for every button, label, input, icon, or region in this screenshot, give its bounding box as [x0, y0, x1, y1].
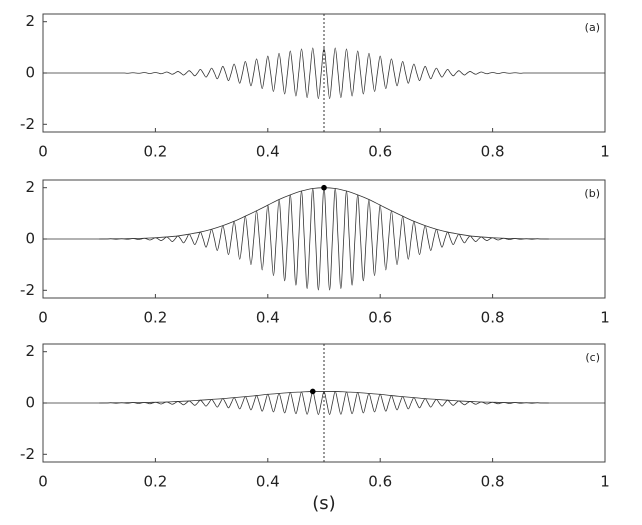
x-tick-label: 0.2: [143, 309, 167, 327]
x-tick-label: 0.8: [481, 143, 505, 161]
x-tick-label: 0.8: [481, 473, 505, 491]
x-tick-label: 0.2: [143, 473, 167, 491]
x-tick-label: 0.8: [481, 309, 505, 327]
x-tick-label: 1: [600, 473, 610, 491]
x-tick-label: 0: [38, 473, 48, 491]
x-tick-label: 0.4: [256, 473, 280, 491]
x-tick-label: 0.6: [368, 309, 392, 327]
envelope-line: [99, 187, 549, 240]
y-tick-label: 2: [25, 178, 35, 196]
x-tick-label: 1: [600, 143, 610, 161]
y-tick-label: -2: [20, 445, 35, 463]
marker-dot: [309, 388, 316, 395]
x-tick-label: 0: [38, 143, 48, 161]
x-tick-label: 0.4: [256, 309, 280, 327]
panel-label: (a): [585, 21, 600, 34]
x-tick-label: 0.2: [143, 143, 167, 161]
y-tick-label: -2: [20, 115, 35, 133]
y-tick-label: 0: [25, 64, 35, 82]
panel-label: (c): [585, 351, 600, 364]
y-tick-label: 2: [25, 342, 35, 360]
x-tick-label: 0.4: [256, 143, 280, 161]
y-tick-label: 2: [25, 12, 35, 30]
y-tick-label: 0: [25, 230, 35, 248]
x-tick-label: 1: [600, 309, 610, 327]
y-tick-label: -2: [20, 281, 35, 299]
marker-dot: [321, 184, 327, 191]
y-tick-label: 0: [25, 394, 35, 412]
panel-label: (b): [584, 187, 600, 200]
x-tick-label: 0.6: [368, 143, 392, 161]
signal-line: [43, 46, 605, 100]
x-axis-label: (s): [312, 493, 335, 514]
x-tick-label: 0.6: [368, 473, 392, 491]
x-tick-label: 0: [38, 309, 48, 327]
envelope-line: [99, 391, 549, 404]
